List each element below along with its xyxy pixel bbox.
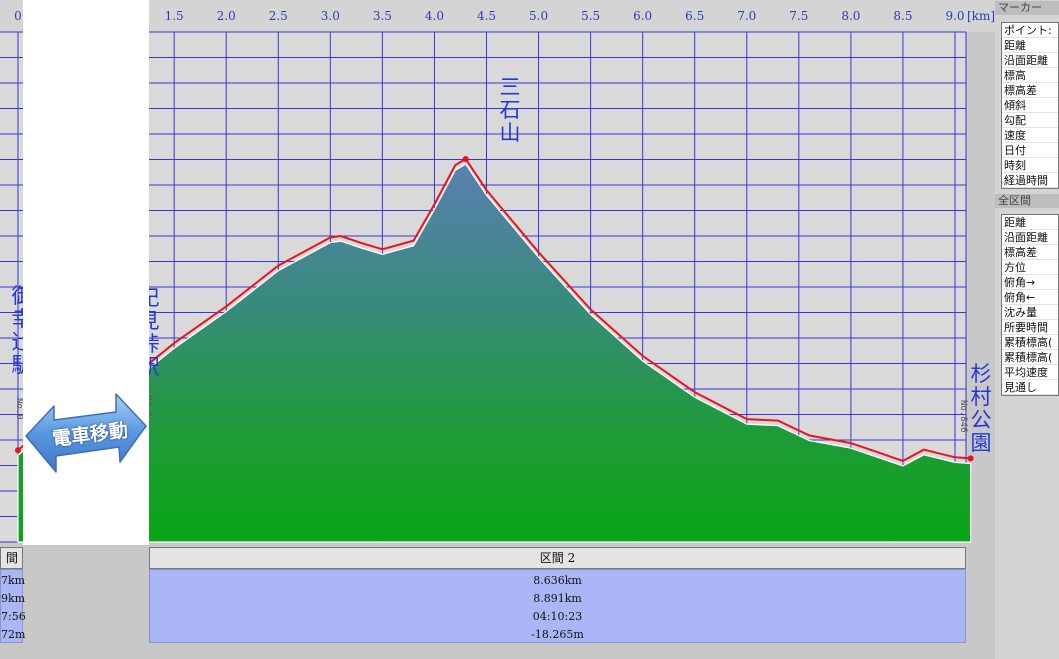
point-markers (15, 155, 974, 462)
section2-header[interactable]: 区間 2 (149, 547, 966, 569)
x-tick-label: 5.5 (581, 9, 601, 23)
series-line-layer (17, 157, 971, 462)
panel-list-item[interactable]: 標高差 (1002, 245, 1058, 260)
x-tick-label: 3.5 (372, 9, 392, 23)
panel-list-item[interactable]: ポイント: (1002, 23, 1058, 38)
all-section-info-list: 距離 沿面距離 標高差 方位 俯角→ 俯角← 沈み量 所要時間 累積標高(累積標高(平均速度 見通… (1001, 214, 1059, 396)
x-tick-label: 8.5 (893, 9, 913, 23)
section2-duration: 04:10:23 (532, 610, 583, 623)
route-point-marker[interactable] (15, 447, 21, 454)
section2-elevation-diff: -18.265m (531, 628, 584, 641)
panel-list-item[interactable]: 累積標高( (1002, 335, 1058, 350)
double-arrow-icon (25, 393, 147, 473)
x-tick-label: 7.0 (737, 9, 757, 23)
x-tick-label: 2.5 (268, 9, 288, 23)
section-table: 間 1 7km 9km 7:56 72m 区間 2 8.636km 8.891k… (0, 545, 995, 659)
section1-row: 7km (1, 574, 26, 587)
all-section-panel-title: 全区間 (995, 194, 1059, 208)
panel-list-item[interactable]: 標高差 (1002, 83, 1058, 98)
marker-info-list: ポイント: 距離 沿面距離 標高 標高差 傾斜 勾配 速度 日付 時刻 経過時間 (1001, 22, 1059, 189)
section2-distance: 8.636km (533, 574, 582, 587)
panel-list-item[interactable]: 平均速度 (1002, 365, 1058, 380)
elevation-profile-chart (0, 31, 974, 543)
panel-list-item[interactable]: 見通し (1002, 380, 1058, 395)
x-tick-label: 6.5 (685, 9, 705, 23)
panel-list-item[interactable]: 距離 (1002, 215, 1058, 230)
route-point-marker[interactable] (462, 155, 469, 162)
section1-row: 72m (1, 628, 26, 641)
panel-list-item[interactable]: 距離 (1002, 38, 1058, 53)
section2-surface-distance: 8.891km (533, 592, 582, 605)
panel-list-item[interactable]: 時刻 (1002, 158, 1058, 173)
section2-values: 8.636km 8.891km 04:10:23 -18.265m (149, 569, 966, 643)
x-tick-label: 3.0 (320, 9, 340, 23)
panel-list-item[interactable]: 勾配 (1002, 113, 1058, 128)
x-axis-bar (0, 0, 995, 32)
x-axis-unit: [km] (966, 9, 996, 23)
x-tick-label: 9.0 (945, 9, 965, 23)
x-tick-label: 1.5 (164, 9, 184, 23)
panel-list-item[interactable]: 沈み量 (1002, 305, 1058, 320)
x-tick-label: 8.0 (841, 9, 861, 23)
panel-list-item[interactable]: 傾斜 (1002, 98, 1058, 113)
panel-list-item[interactable]: 日付 (1002, 143, 1058, 158)
route-point-marker[interactable] (967, 455, 974, 462)
panel-list-item[interactable]: 累積標高( (1002, 350, 1058, 365)
marker-panel-title: マーカー (995, 1, 1059, 15)
panel-list-item[interactable]: 方位 (1002, 260, 1058, 275)
x-tick-label: 5.0 (529, 9, 549, 23)
panel-list-item[interactable]: 標高 (1002, 68, 1058, 83)
x-tick-label: 4.5 (476, 9, 497, 23)
x-tick-label: 0 (14, 9, 22, 23)
panel-list-item[interactable]: 沿面距離 (1002, 53, 1058, 68)
section1-values: 7km 9km 7:56 72m (0, 569, 26, 643)
panel-list-item[interactable]: 俯角→ (1002, 275, 1058, 290)
x-tick-label: 2.0 (216, 9, 236, 23)
section1-header[interactable]: 間 1 (0, 547, 23, 585)
section1-row: 9km (1, 592, 26, 605)
info-panel: マーカー ポイント: 距離 沿面距離 標高 標高差 傾斜 勾配 速度 日付 時刻 経過時間 全区間 … (995, 0, 1059, 659)
x-tick-label: 4.0 (424, 9, 444, 23)
panel-list-item[interactable]: 経過時間 (1002, 173, 1058, 188)
route-line (17, 157, 971, 462)
panel-list-item[interactable]: 速度 (1002, 128, 1058, 143)
x-tick-label: 7.5 (789, 9, 809, 23)
x-tick-label: 6.0 (633, 9, 653, 23)
section1-row: 7:56 (1, 610, 26, 623)
panel-list-item[interactable]: 所要時間 (1002, 320, 1058, 335)
panel-list-item[interactable]: 沿面距離 (1002, 230, 1058, 245)
panel-list-item[interactable]: 俯角← (1002, 290, 1058, 305)
